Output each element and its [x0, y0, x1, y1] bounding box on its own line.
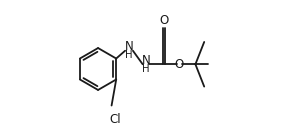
Text: N: N	[142, 54, 151, 67]
Text: O: O	[159, 14, 168, 27]
Text: H: H	[126, 51, 133, 60]
Text: Cl: Cl	[110, 112, 122, 126]
Text: N: N	[125, 40, 133, 53]
Text: H: H	[142, 64, 150, 74]
Text: O: O	[175, 58, 184, 71]
